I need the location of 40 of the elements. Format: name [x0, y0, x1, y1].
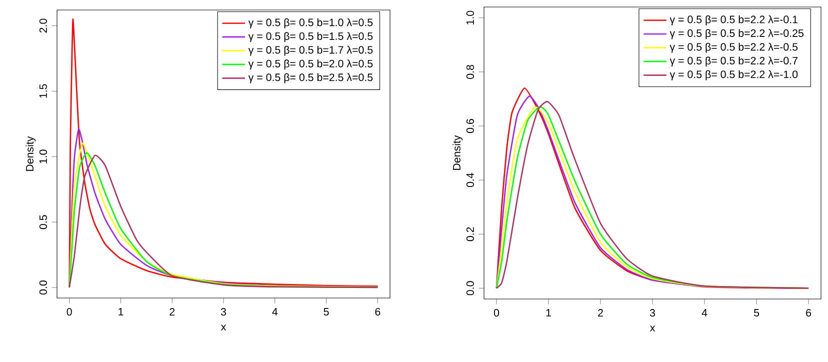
y-tick-label: 0.0 — [466, 281, 474, 296]
x-tick-label: 4 — [272, 308, 278, 316]
y-tick-label: 0.8 — [466, 64, 474, 79]
y-tick-label: 0.4 — [466, 172, 474, 188]
legend-label: γ = 0.5 β= 0.5 b=2.2 λ=-0.5 — [670, 42, 798, 53]
legend-label: γ = 0.5 β= 0.5 b=2.2 λ=-0.7 — [670, 56, 798, 67]
y-axis-title: Density — [452, 135, 463, 170]
y-tick-label: 2.0 — [39, 18, 47, 33]
x-axis-title: x — [220, 324, 226, 330]
legend-label: γ = 0.5 β= 0.5 b=2.5 λ=0.5 — [248, 73, 373, 84]
x-tick-label: 5 — [754, 309, 760, 316]
y-tick-label: 0.2 — [466, 227, 474, 242]
x-tick-label: 2 — [170, 308, 175, 316]
x-tick-label: 0 — [494, 309, 500, 317]
x-tick-label: 0 — [66, 308, 72, 316]
y-tick-label: 0.5 — [39, 215, 47, 230]
x-tick-label: 3 — [650, 309, 655, 317]
x-tick-label: 6 — [375, 308, 380, 316]
x-tick-label: 1 — [118, 308, 124, 316]
y-axis-title: Density — [26, 136, 36, 171]
y-tick-label: 0.0 — [39, 280, 47, 295]
x-tick-label: 5 — [324, 308, 329, 316]
legend-label: γ = 0.5 β= 0.5 b=2.0 λ=0.5 — [248, 60, 373, 70]
line-series — [68, 18, 378, 288]
x-tick-label: 6 — [806, 309, 812, 317]
x-axis-title: x — [650, 326, 656, 332]
legend-label: γ = 0.5 β= 0.5 b=2.2 λ=-0.1 — [670, 15, 798, 26]
x-tick-label: 3 — [220, 308, 226, 316]
y-tick-label: 0.6 — [466, 119, 474, 133]
y-tick-label: 1.0 — [39, 150, 47, 164]
x-tick-label: 1 — [546, 309, 551, 316]
y-tick-label: 1.5 — [40, 84, 47, 98]
legend-label: γ = 0.5 β= 0.5 b=1.5 λ=0.5 — [248, 32, 373, 42]
legend-label: γ = 0.5 β= 0.5 b=2.2 λ=-0.25 — [670, 29, 804, 40]
legend-label: γ = 0.5 β= 0.5 b=1.7 λ=0.5 — [248, 46, 373, 56]
y-tick-label: 1.0 — [466, 10, 474, 24]
legend-label: γ = 0.5 β= 0.5 b=1.0 λ=0.5 — [248, 18, 373, 28]
x-tick-label: 2 — [598, 309, 603, 316]
legend-label: γ = 0.5 β= 0.5 b=2.2 λ=-1.0 — [670, 70, 798, 80]
x-tick-label: 4 — [702, 309, 708, 316]
